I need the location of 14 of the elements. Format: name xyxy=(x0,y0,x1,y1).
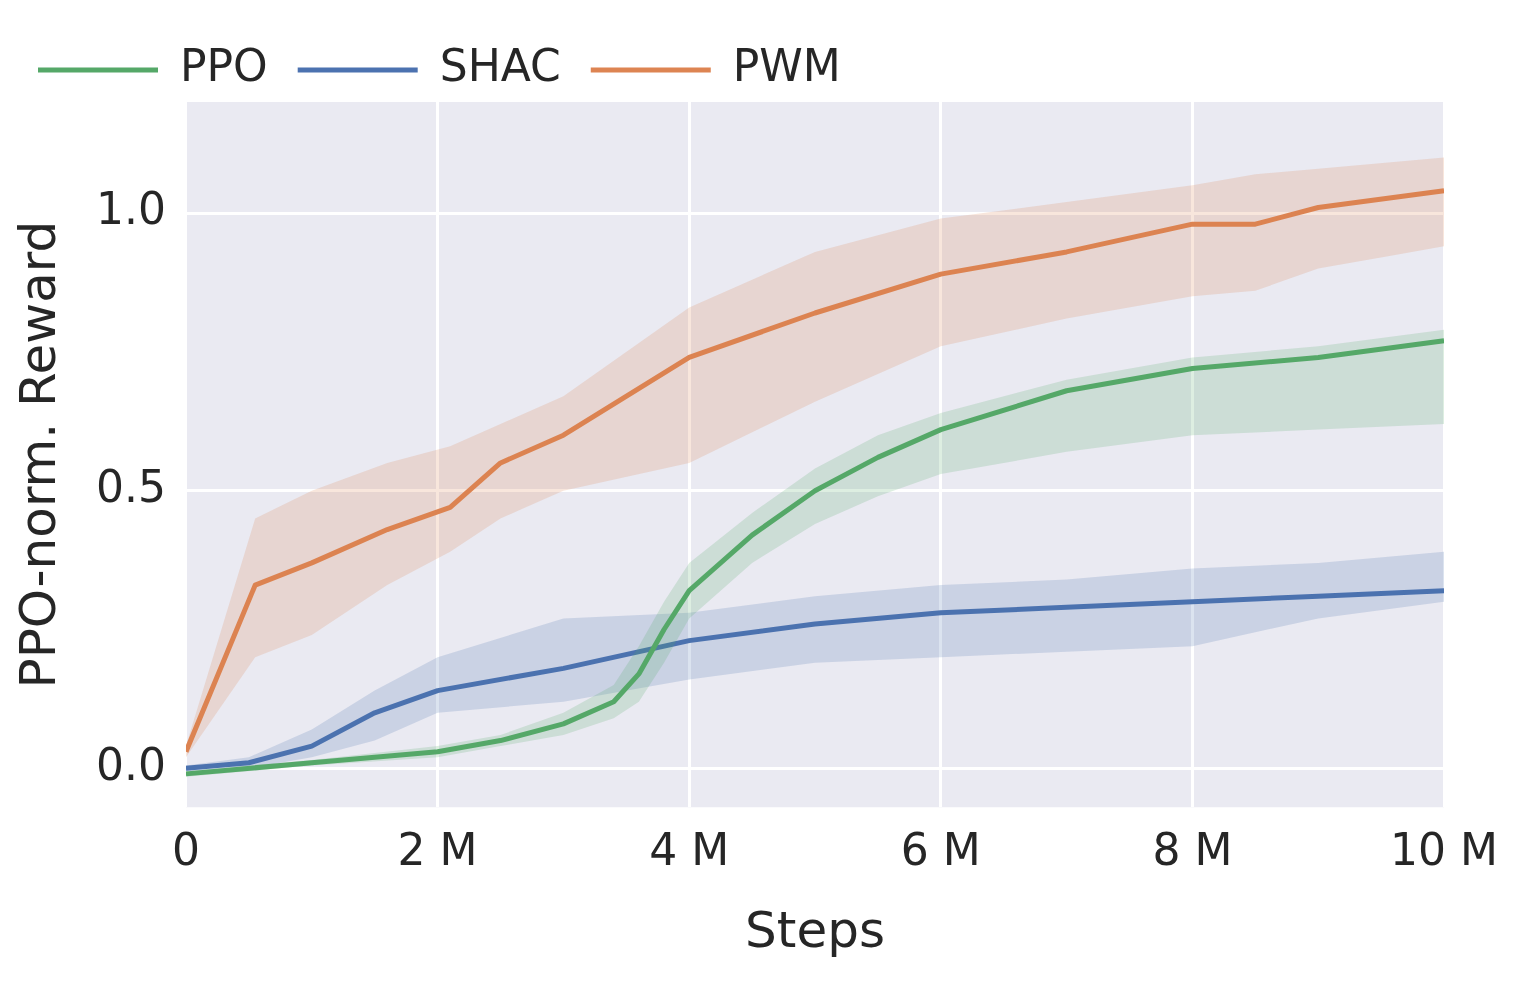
y-tick-label: 1.0 xyxy=(95,183,166,235)
y-tick-label: 0.0 xyxy=(95,738,166,790)
x-tick-label: 8 M xyxy=(1152,824,1233,876)
x-tick-label: 4 M xyxy=(649,824,730,876)
legend-label: SHAC xyxy=(439,40,561,92)
x-axis-title: Steps xyxy=(745,900,885,959)
legend-label: PWM xyxy=(732,40,841,92)
x-tick-label: 6 M xyxy=(900,824,981,876)
x-tick-label: 0 xyxy=(171,824,200,876)
x-tick-label: 2 M xyxy=(397,824,478,876)
y-axis-title: PPO-norm. Reward xyxy=(8,220,67,689)
y-tick-label: 0.5 xyxy=(95,461,166,513)
x-tick-label: 10 M xyxy=(1390,824,1498,876)
legend-label: PPO xyxy=(180,40,268,92)
